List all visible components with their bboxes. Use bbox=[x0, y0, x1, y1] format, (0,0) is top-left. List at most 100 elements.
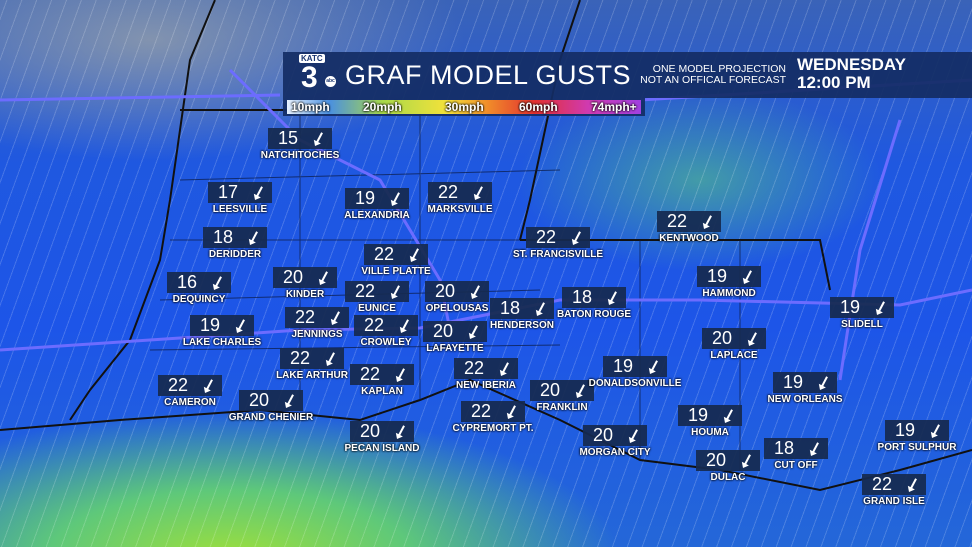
station-marker: 22 KAPLAN bbox=[350, 364, 414, 397]
wind-direction-arrow-icon bbox=[475, 186, 483, 199]
gust-value: 18 bbox=[572, 287, 593, 307]
gust-value: 22 bbox=[536, 227, 557, 247]
station-marker: 20 OPELOUSAS bbox=[425, 281, 489, 314]
wind-direction-arrow-icon bbox=[327, 352, 335, 365]
gust-value: 20 bbox=[706, 450, 727, 470]
gust-value: 20 bbox=[433, 321, 454, 341]
gust-value: 19 bbox=[895, 420, 916, 440]
station-name: MARKSVILLE bbox=[427, 204, 493, 215]
logo-katc: KATC bbox=[299, 54, 325, 63]
station-name: NATCHITOCHES bbox=[260, 150, 340, 161]
map-title: GRAF MODEL GUSTS bbox=[345, 60, 632, 90]
station-name: NEW ORLEANS bbox=[767, 394, 843, 405]
station-name: LAPLACE bbox=[710, 350, 758, 361]
station-name: EUNICE bbox=[358, 303, 396, 314]
wind-direction-arrow-icon bbox=[397, 425, 405, 438]
wind-direction-arrow-icon bbox=[537, 302, 545, 315]
station-name: LAFAYETTE bbox=[426, 343, 484, 354]
gust-value: 19 bbox=[840, 297, 861, 317]
station-name: VILLE PLATTE bbox=[361, 266, 431, 277]
station-name: HENDERSON bbox=[490, 320, 554, 331]
wind-direction-arrow-icon bbox=[255, 186, 263, 199]
station-name: CUT OFF bbox=[774, 460, 818, 471]
texas-louisiana-border bbox=[69, 0, 216, 421]
station-marker: 19 PORT SULPHUR bbox=[878, 420, 956, 453]
wind-direction-arrow-icon bbox=[332, 311, 340, 324]
station-name: PORT SULPHUR bbox=[877, 442, 957, 453]
wind-direction-arrow-icon bbox=[573, 231, 581, 244]
gust-value-box: 20 bbox=[530, 380, 594, 401]
gust-value-box: 22 bbox=[158, 375, 222, 396]
station-marker: 22 LAKE ARTHUR bbox=[276, 348, 348, 381]
station-name: LAKE ARTHUR bbox=[276, 370, 348, 381]
gust-value-box: 19 bbox=[830, 297, 894, 318]
gust-value: 19 bbox=[200, 315, 221, 335]
station-marker: 15 NATCHITOCHES bbox=[261, 128, 339, 161]
wind-direction-arrow-icon bbox=[744, 270, 752, 283]
station-name: BATON ROUGE bbox=[556, 309, 632, 320]
wind-direction-arrow-icon bbox=[609, 291, 617, 304]
wind-direction-arrow-icon bbox=[909, 478, 917, 491]
station-name: LAKE CHARLES bbox=[182, 337, 262, 348]
station-name: PECAN ISLAND bbox=[344, 443, 420, 454]
station-name: CYPREMORT PT. bbox=[452, 423, 534, 434]
station-marker: 19 ALEXANDRIA bbox=[344, 188, 410, 221]
station-marker: 20 FRANKLIN bbox=[530, 380, 594, 413]
station-name: KAPLAN bbox=[361, 386, 403, 397]
station-marker: 22 JENNINGS bbox=[285, 307, 349, 340]
color-legend: 10mph 20mph 30mph 60mph 74mph+ bbox=[283, 98, 645, 116]
forecast-time: WEDNESDAY 12:00 PM bbox=[797, 56, 906, 92]
gust-value: 18 bbox=[213, 227, 234, 247]
disclaimer-line-1: ONE MODEL PROJECTION bbox=[652, 63, 786, 75]
wind-direction-arrow-icon bbox=[401, 319, 409, 332]
gust-value-box: 19 bbox=[773, 372, 837, 393]
station-marker: 20 LAFAYETTE bbox=[423, 321, 487, 354]
gust-value-box: 18 bbox=[562, 287, 626, 308]
wind-direction-arrow-icon bbox=[237, 319, 245, 332]
station-name: HOUMA bbox=[691, 427, 729, 438]
gust-value: 22 bbox=[464, 358, 485, 378]
station-marker: 19 NEW ORLEANS bbox=[768, 372, 843, 405]
gust-value-box: 20 bbox=[583, 425, 647, 446]
gust-value-box: 22 bbox=[428, 182, 492, 203]
station-marker: 22 CAMERON bbox=[158, 375, 222, 408]
station-name: GRAND ISLE bbox=[863, 496, 925, 507]
gust-value-box: 20 bbox=[423, 321, 487, 342]
station-name: DULAC bbox=[710, 472, 746, 483]
station-name: CAMERON bbox=[164, 397, 216, 408]
gust-value: 22 bbox=[290, 348, 311, 368]
station-name: JENNINGS bbox=[291, 329, 343, 340]
station-marker: 22 KENTWOOD bbox=[657, 211, 721, 244]
station-logo: KATC 3 abc bbox=[297, 54, 339, 96]
station-marker: 22 MARKSVILLE bbox=[428, 182, 493, 215]
station-marker: 20 MORGAN CITY bbox=[579, 425, 651, 458]
station-marker: 18 DERIDDER bbox=[203, 227, 267, 260]
gust-value-box: 22 bbox=[345, 281, 409, 302]
disclaimer-line-2: NOT AN OFFICAL FORECAST bbox=[640, 74, 786, 86]
gust-value: 19 bbox=[613, 356, 634, 376]
station-name: NEW IBERIA bbox=[456, 380, 516, 391]
wind-direction-arrow-icon bbox=[286, 394, 294, 407]
gust-value: 19 bbox=[783, 372, 804, 392]
station-name: SLIDELL bbox=[841, 319, 883, 330]
gust-value: 20 bbox=[540, 380, 561, 400]
forecast-hour: 12:00 PM bbox=[797, 73, 871, 92]
station-name: ALEXANDRIA bbox=[344, 210, 410, 221]
gust-value: 22 bbox=[364, 315, 385, 335]
station-marker: 20 LAPLACE bbox=[702, 328, 766, 361]
station-marker: 19 DONALDSONVILLE bbox=[589, 356, 681, 389]
wind-direction-arrow-icon bbox=[470, 325, 478, 338]
wind-direction-arrow-icon bbox=[392, 192, 400, 205]
gust-value: 16 bbox=[177, 272, 198, 292]
gust-value-box: 19 bbox=[885, 420, 949, 441]
gust-value-box: 19 bbox=[345, 188, 409, 209]
gust-value: 22 bbox=[360, 364, 381, 384]
station-name: DONALDSONVILLE bbox=[588, 378, 682, 389]
gust-value: 22 bbox=[438, 182, 459, 202]
gust-value: 20 bbox=[283, 267, 304, 287]
gust-value: 22 bbox=[355, 281, 376, 301]
wind-direction-arrow-icon bbox=[411, 248, 419, 261]
station-marker: 20 GRAND CHENIER bbox=[229, 390, 313, 423]
station-name: FRANKLIN bbox=[536, 402, 588, 413]
disclaimer: ONE MODEL PROJECTION NOT AN OFFICAL FORE… bbox=[631, 64, 786, 86]
